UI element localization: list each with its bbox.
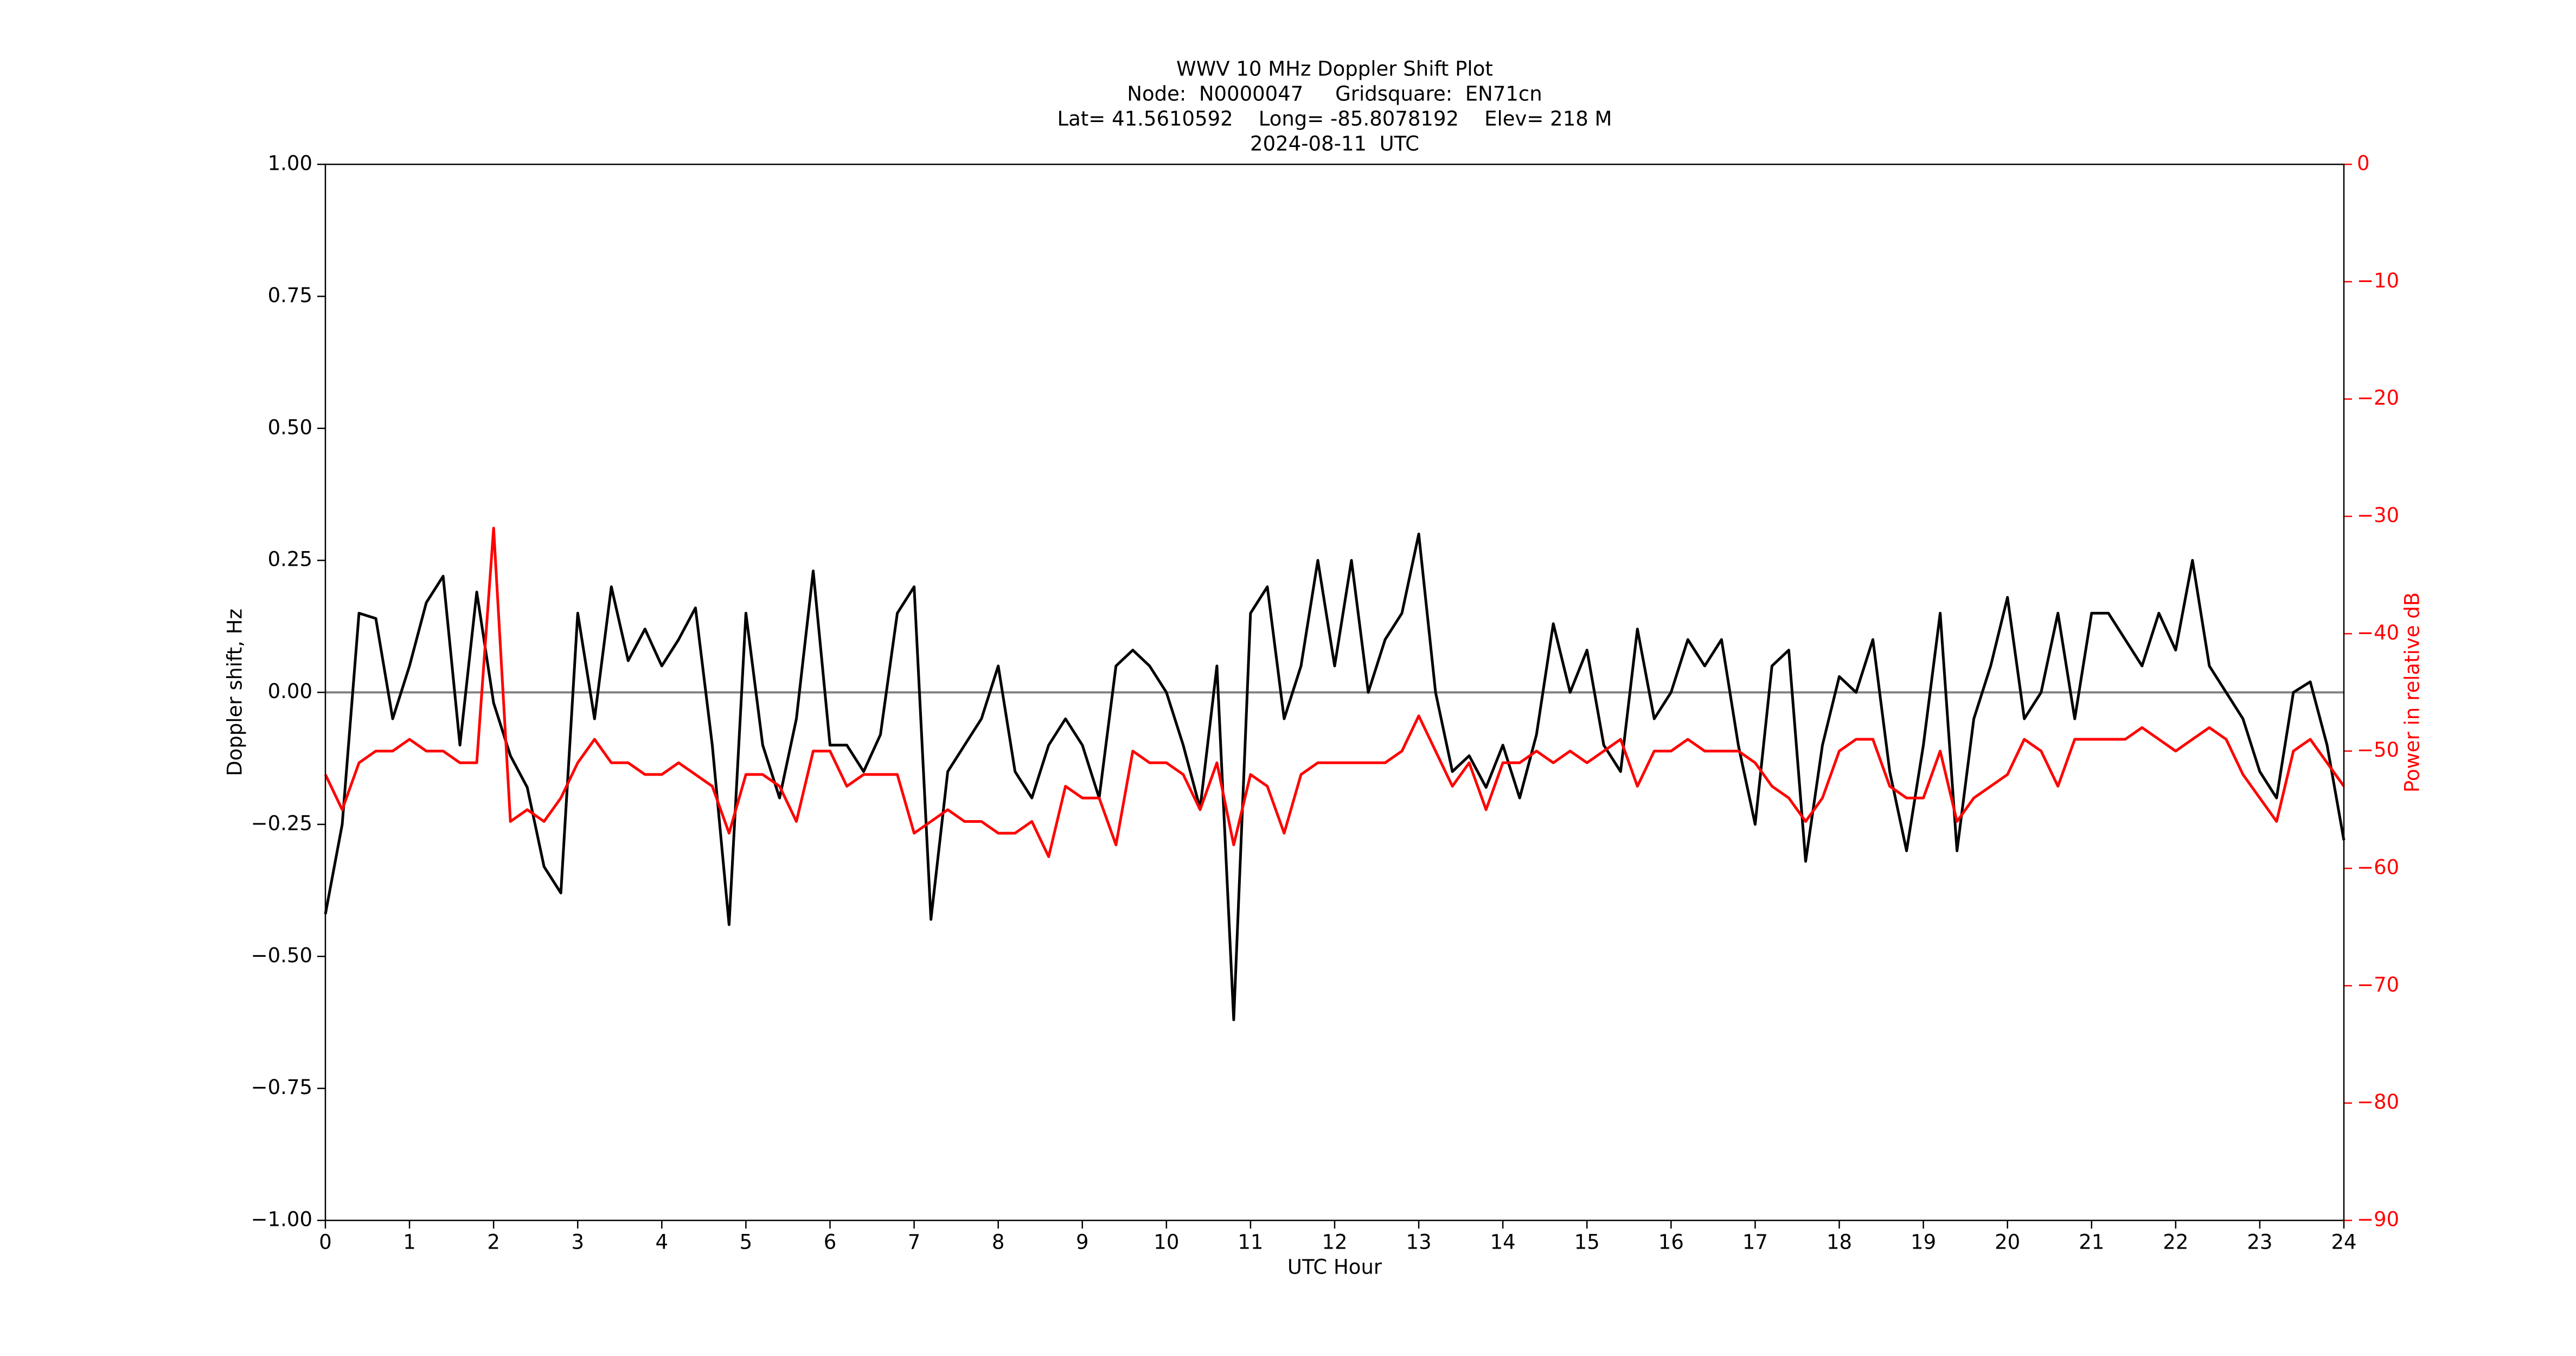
y2-tick-label: −20 [2357, 386, 2399, 410]
y2-tick-label: −90 [2357, 1208, 2399, 1231]
x-tick-label: 9 [1076, 1231, 1089, 1254]
plot-frame [324, 163, 2345, 1221]
x-tick-label: 24 [2331, 1231, 2356, 1254]
chart-title: Node: N0000047 Gridsquare: EN71cn [1127, 82, 1542, 106]
x-tick-label: 21 [2079, 1231, 2104, 1254]
x-tick-label: 10 [1154, 1231, 1179, 1254]
y-tick-label: 1.00 [268, 152, 312, 175]
y-tick-label: −0.50 [251, 944, 312, 967]
x-axis-label: UTC Hour [1287, 1256, 1382, 1279]
y-tick-label: 0.00 [268, 680, 312, 703]
y-tick-label: 0.50 [268, 415, 312, 439]
chart-title: 2024-08-11 UTC [1250, 132, 1419, 156]
x-tick-label: 12 [1322, 1231, 1347, 1254]
x-tick-label: 20 [1995, 1231, 2020, 1254]
x-tick-label: 17 [1742, 1231, 1768, 1254]
x-tick-label: 15 [1574, 1231, 1600, 1254]
chart-title: Lat= 41.5610592 Long= -85.8078192 Elev= … [1058, 107, 1612, 131]
x-tick-label: 2 [487, 1231, 500, 1254]
y-tick-label: −0.75 [251, 1076, 312, 1099]
y2-tick-label: −80 [2357, 1090, 2399, 1114]
x-tick-label: 8 [992, 1231, 1005, 1254]
x-tick-label: 18 [1827, 1231, 1852, 1254]
x-tick-label: 7 [908, 1231, 921, 1254]
x-tick-label: 3 [571, 1231, 584, 1254]
x-tick-label: 5 [740, 1231, 753, 1254]
y2-tick-label: −30 [2357, 504, 2399, 527]
x-tick-label: 19 [1911, 1231, 1936, 1254]
y-tick-label: 0.25 [268, 548, 312, 571]
x-tick-label: 6 [824, 1231, 837, 1254]
x-tick-label: 1 [403, 1231, 416, 1254]
y2-axis-label: Power in relative dB [2401, 592, 2424, 792]
y-tick-label: −0.25 [251, 811, 312, 835]
y2-tick-label: 0 [2357, 152, 2370, 175]
x-tick-label: 4 [656, 1231, 669, 1254]
y2-tick-label: −40 [2357, 621, 2399, 644]
y2-tick-label: −70 [2357, 973, 2399, 996]
y2-tick-label: −60 [2357, 856, 2399, 879]
y-tick-label: −1.00 [251, 1208, 312, 1231]
y-tick-label: 0.75 [268, 284, 312, 307]
x-tick-label: 22 [2163, 1231, 2188, 1254]
x-tick-label: 23 [2247, 1231, 2272, 1254]
data-line [324, 533, 2346, 1021]
x-tick-label: 16 [1658, 1231, 1684, 1254]
x-tick-label: 13 [1406, 1231, 1432, 1254]
chart-title: WWV 10 MHz Doppler Shift Plot [1176, 57, 1493, 81]
x-tick-label: 14 [1490, 1231, 1516, 1254]
data-line [324, 527, 2346, 858]
y2-tick-label: −50 [2357, 738, 2399, 762]
x-tick-label: 0 [319, 1231, 332, 1254]
y-axis-label: Doppler shift, Hz [223, 609, 247, 776]
x-tick-label: 11 [1238, 1231, 1263, 1254]
y2-tick-label: −10 [2357, 269, 2399, 292]
